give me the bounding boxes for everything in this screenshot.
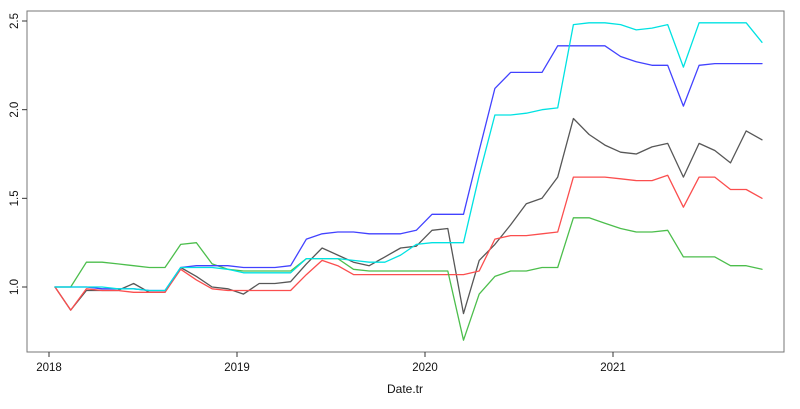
gray-series-line [54, 117, 763, 315]
cyan-series-line [54, 22, 763, 292]
x-tick-label: 2019 [224, 362, 250, 374]
x-tick-label: 2020 [412, 362, 438, 374]
x-tick-label: 2018 [36, 362, 62, 374]
blue-series-line [54, 45, 763, 292]
y-tick-label: 2.5 [9, 13, 21, 29]
plot-box [26, 10, 785, 353]
red-series-line [54, 174, 763, 311]
x-axis-title: Date.tr [387, 382, 423, 396]
y-tick-label: 1.5 [9, 190, 21, 206]
y-tick-label: 2.0 [9, 102, 21, 118]
y-tick-label: 1.0 [9, 279, 21, 295]
x-tick-label: 2021 [600, 362, 626, 374]
plot-generated-content: 1.0 1.5 2.0 2.5 2018 2019 2020 2021 [9, 10, 785, 374]
green-series-line [54, 217, 763, 341]
